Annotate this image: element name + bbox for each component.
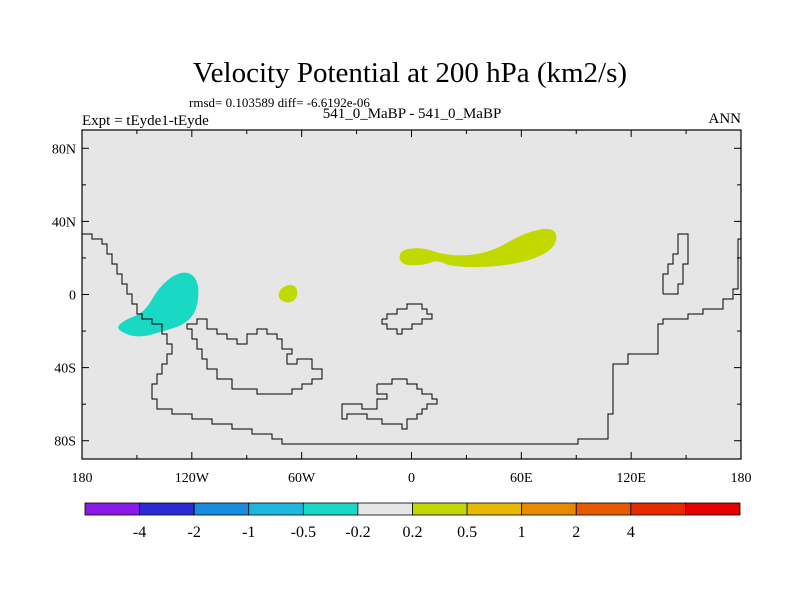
season-label: ANN xyxy=(709,111,742,127)
y-tick-labels: 80N 40N 0 40S 80S xyxy=(52,142,76,449)
y-tick-label: 80N xyxy=(52,142,76,157)
x-tick-label: 0 xyxy=(408,471,415,486)
colorbar-box xyxy=(521,502,577,516)
coastlines xyxy=(82,233,741,445)
x-tick-label: 180 xyxy=(72,471,93,486)
colorbar-box xyxy=(630,502,686,516)
colorbar-label: -1 xyxy=(242,524,255,541)
coastline-southern-island xyxy=(341,378,438,430)
x-tick-label: 60W xyxy=(288,471,316,486)
x-tick-label: 180 xyxy=(731,471,752,486)
colorbar-label: -2 xyxy=(188,524,201,541)
colorbar-label: 0.5 xyxy=(457,524,477,541)
positive-anomaly-south-america xyxy=(278,284,298,303)
colorbar xyxy=(84,502,741,516)
coastline-americas xyxy=(82,233,741,445)
colorbar-label: 1 xyxy=(518,524,526,541)
x-tick-label: 120E xyxy=(616,471,646,486)
colorbar-label: -0.2 xyxy=(345,524,370,541)
colorbar-label: 0.2 xyxy=(403,524,423,541)
chart-title: Velocity Potential at 200 hPa (km2/s) xyxy=(193,57,627,89)
colorbar-label: -4 xyxy=(133,524,146,541)
coastline-east-peninsula xyxy=(662,233,689,295)
colorbar-label: 4 xyxy=(627,524,635,541)
y-tick-label: 40N xyxy=(52,215,76,230)
positive-anomaly-africa-asia xyxy=(399,228,557,268)
x-tick-label: 60E xyxy=(510,471,533,486)
colorbar-box xyxy=(575,502,632,516)
colorbar-box xyxy=(685,502,741,516)
colorbar-label: 2 xyxy=(572,524,580,541)
colorbar-label: -0.5 xyxy=(291,524,316,541)
colorbar-box xyxy=(357,502,413,516)
stats-label: rmsd= 0.103589 diff= -6.6192e-06 xyxy=(189,95,370,110)
coastline-maritime-islands xyxy=(381,303,433,335)
colorbar-box xyxy=(302,502,359,516)
colorbar-box xyxy=(84,502,140,516)
x-tick-labels: 180 120W 60W 0 60E 120E 180 xyxy=(72,471,752,486)
colorbar-box xyxy=(193,502,250,516)
x-tick-label: 120W xyxy=(175,471,210,486)
colorbar-box xyxy=(412,502,468,516)
colorbar-box xyxy=(139,502,195,516)
contour-regions xyxy=(118,228,557,337)
experiment-label: Expt = tEyde1-tEyde xyxy=(82,113,209,129)
colorbar-box xyxy=(466,502,523,516)
axis-ticks xyxy=(81,130,742,459)
y-tick-label: 40S xyxy=(54,362,76,377)
y-tick-label: 80S xyxy=(54,435,76,450)
coastline-south-america xyxy=(186,318,323,395)
y-tick-label: 0 xyxy=(69,289,76,304)
colorbar-labels: -4 -2 -1 -0.5 -0.2 0.2 0.5 1 2 4 xyxy=(133,524,635,541)
colorbar-box xyxy=(248,502,304,516)
negative-anomaly-east-pacific xyxy=(118,272,199,337)
case-label: 541_0_MaBP - 541_0_MaBP xyxy=(323,106,502,122)
